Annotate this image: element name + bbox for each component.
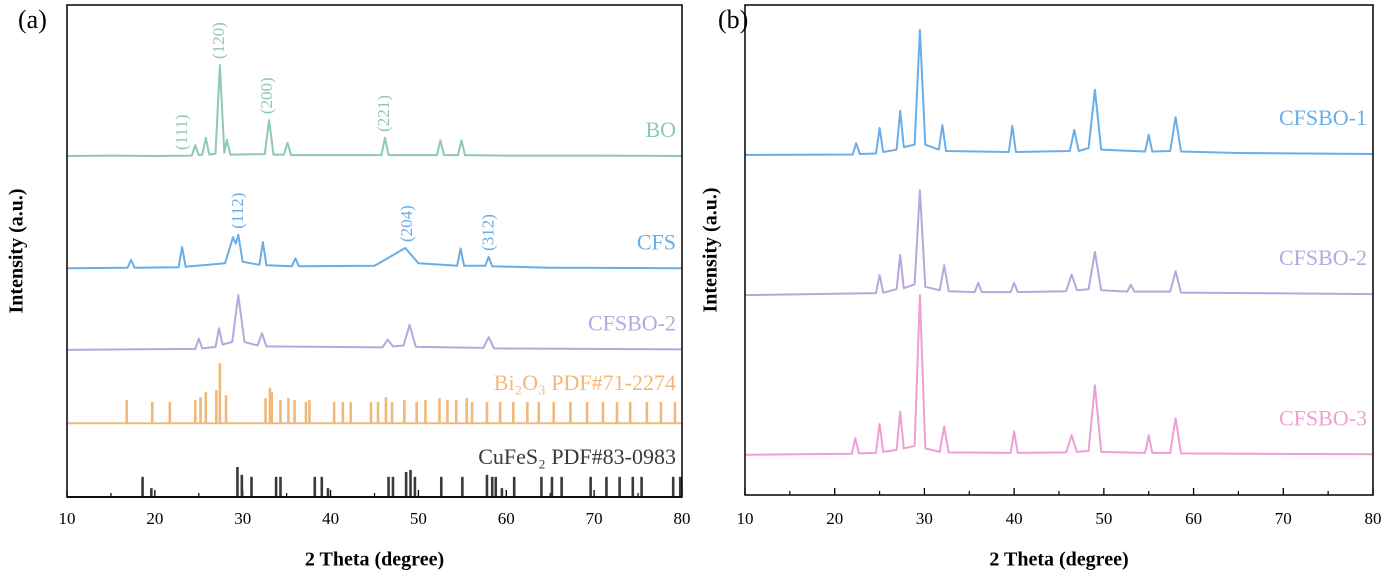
series-label: CFS bbox=[637, 229, 676, 254]
plot-frame bbox=[66, 4, 683, 498]
x-tick-label: 80 bbox=[1365, 509, 1382, 528]
pattern-line bbox=[744, 29, 1374, 156]
x-tick-label: 40 bbox=[1006, 509, 1023, 528]
x-axis-title: 2 Theta (degree) bbox=[305, 549, 444, 571]
x-tick-label: 80 bbox=[674, 509, 691, 528]
pattern-line bbox=[66, 233, 683, 270]
peak-label: (312) bbox=[478, 214, 497, 251]
peak-label: (204) bbox=[397, 205, 416, 242]
panel-label: (b) bbox=[718, 5, 748, 34]
x-tick-label: 20 bbox=[146, 509, 163, 528]
x-tick-label: 60 bbox=[498, 509, 515, 528]
x-tick-label: 60 bbox=[1185, 509, 1202, 528]
x-tick-label: 50 bbox=[410, 509, 427, 528]
x-tick-label: 70 bbox=[1275, 509, 1292, 528]
series-label: BO bbox=[645, 117, 676, 142]
series-label: CFSBO-1 bbox=[1279, 105, 1367, 130]
x-tick-label: 20 bbox=[826, 509, 843, 528]
pattern-line bbox=[66, 64, 683, 157]
y-axis-title: Intensity (a.u.) bbox=[6, 188, 28, 313]
peak-label: (200) bbox=[257, 77, 276, 114]
peak-label: (111) bbox=[172, 114, 191, 150]
pattern-line bbox=[744, 189, 1374, 297]
x-tick-label: 10 bbox=[737, 509, 754, 528]
peak-label: (112) bbox=[228, 193, 247, 229]
pattern-line bbox=[66, 294, 683, 351]
plot-frame bbox=[744, 4, 1374, 496]
x-tick-label: 50 bbox=[1095, 509, 1112, 528]
x-tick-label: 30 bbox=[234, 509, 251, 528]
peak-label: (221) bbox=[374, 95, 393, 132]
x-tick-label: 40 bbox=[322, 509, 339, 528]
x-tick-label: 10 bbox=[59, 509, 76, 528]
x-tick-label: 70 bbox=[586, 509, 603, 528]
x-axis-title: 2 Theta (degree) bbox=[989, 549, 1128, 571]
series-label: Bi₂O₃ PDF#71-2274 bbox=[494, 370, 676, 395]
series-label: CFSBO-2 bbox=[1279, 245, 1367, 270]
series-label: CuFeS₂ PDF#83-0983 bbox=[478, 444, 676, 469]
peak-label: (120) bbox=[209, 22, 228, 59]
series-label: CFSBO-3 bbox=[1279, 405, 1367, 430]
pattern-line bbox=[744, 294, 1374, 456]
x-tick-label: 30 bbox=[916, 509, 933, 528]
series-label: CFSBO-2 bbox=[588, 310, 676, 335]
y-axis-title: Intensity (a.u.) bbox=[700, 187, 722, 312]
panel-label: (a) bbox=[18, 5, 47, 34]
